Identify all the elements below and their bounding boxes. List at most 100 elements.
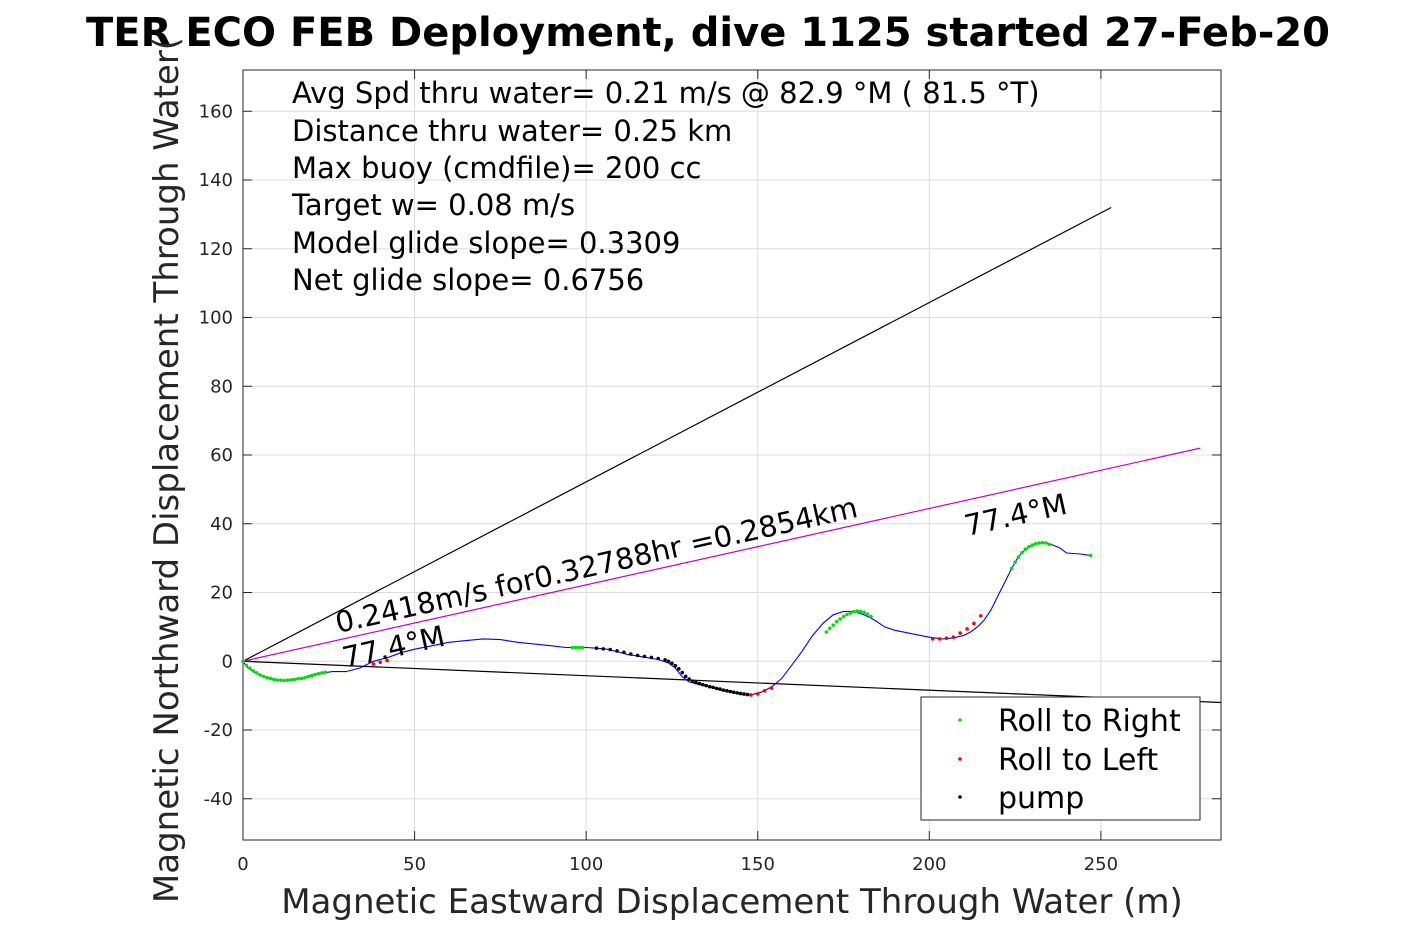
y-tick-label: 40 <box>210 514 233 535</box>
roll-left-marker <box>965 627 969 631</box>
pump-marker <box>601 647 606 651</box>
pump-marker <box>656 656 661 661</box>
pump-marker <box>680 670 685 675</box>
roll-right-marker <box>824 630 829 634</box>
roll-left-marker <box>972 621 976 626</box>
roll-right-marker <box>299 676 304 681</box>
roll-right-marker <box>272 677 276 682</box>
roll-right-marker <box>828 626 832 631</box>
pump-marker <box>742 692 746 696</box>
roll-right-marker <box>862 610 866 615</box>
y-tick-label: 80 <box>210 376 233 397</box>
y-tick-label: 20 <box>210 583 233 604</box>
pump-marker <box>697 681 702 686</box>
pump-marker <box>635 653 640 658</box>
roll-right-marker <box>831 623 836 627</box>
roll-right-marker <box>1023 547 1028 551</box>
pump-marker <box>725 689 729 693</box>
roll-right-marker <box>241 659 245 664</box>
pump-marker <box>745 692 750 697</box>
lines-layer <box>242 206 1222 704</box>
legend-marker-roll-right <box>958 718 962 722</box>
y-tick-label: -20 <box>204 720 233 741</box>
roll-right-marker <box>289 678 293 682</box>
roll-right-marker <box>251 669 256 673</box>
x-tick-label: 150 <box>741 854 775 875</box>
roll-right-marker <box>285 678 290 682</box>
roll-right-marker <box>1016 555 1021 559</box>
roll-right-marker <box>1037 541 1041 545</box>
legend-box <box>920 696 1201 821</box>
roll-right-marker <box>574 645 578 650</box>
pump-marker <box>707 684 712 689</box>
net-track-line <box>242 447 1201 662</box>
roll-right-marker <box>845 612 849 617</box>
x-axis-label: Magnetic Eastward Displacement Through W… <box>281 882 1183 922</box>
roll-right-marker <box>261 674 266 679</box>
roll-right-marker <box>254 671 259 675</box>
roll-right-marker <box>865 612 870 616</box>
pump-marker <box>622 650 626 655</box>
y-tick-label: 60 <box>210 445 233 466</box>
x-tick-label: 100 <box>569 854 603 875</box>
roll-left-marker <box>978 614 983 618</box>
roll-right-marker <box>570 645 575 650</box>
roll-right-marker <box>268 676 273 681</box>
pump-marker <box>594 646 599 650</box>
legend-label-pump: pump <box>998 781 1084 816</box>
pump-marker <box>628 652 633 656</box>
info-avg-speed: Avg Spd thru water= 0.21 m/s @ 82.9 °M (… <box>292 76 1040 110</box>
info-target-w: Target w= 0.08 m/s <box>291 188 575 222</box>
roll-right-marker <box>248 666 252 670</box>
y-tick-label: 100 <box>199 308 233 329</box>
pump-marker <box>673 663 678 668</box>
roll-right-marker <box>580 645 585 650</box>
roll-right-marker <box>1040 540 1045 545</box>
roll-right-marker <box>320 671 324 675</box>
x-tick-label: 0 <box>237 854 248 875</box>
grid-layer <box>242 70 1221 840</box>
y-tick-label: 0 <box>222 651 233 672</box>
roll-right-marker <box>869 614 873 619</box>
legend-label-roll-right: Roll to Right <box>998 704 1181 739</box>
pump-marker <box>714 686 719 691</box>
y-tick-label: 140 <box>199 170 233 191</box>
info-block: Avg Spd thru water= 0.21 m/s @ 82.9 °M (… <box>291 76 1040 297</box>
roll-left-marker <box>749 693 753 697</box>
roll-right-marker <box>275 678 280 682</box>
roll-right-marker <box>292 677 297 682</box>
pump-marker <box>677 667 681 671</box>
roll-left-marker <box>937 637 942 641</box>
pump-marker <box>718 687 722 691</box>
pump-marker <box>608 647 612 652</box>
pump-marker <box>683 674 688 679</box>
roll-right-marker <box>1047 542 1052 547</box>
roll-left-marker <box>944 636 949 641</box>
pump-marker <box>663 658 667 662</box>
roll-left-marker <box>769 686 774 690</box>
pump-marker <box>728 689 733 694</box>
x-tick-label: 250 <box>1084 854 1118 875</box>
ticks-layer: 0 50 100 150 200 250 -40 -20 0 20 40 60 80 100 120 140 1… <box>199 70 1221 875</box>
roll-right-marker <box>858 609 863 614</box>
heading-end-annotation: 77.4°M <box>961 487 1070 543</box>
roll-right-marker <box>309 673 314 678</box>
pump-marker <box>642 654 647 659</box>
pump-marker <box>694 680 698 685</box>
roll-left-marker <box>378 660 383 665</box>
roll-left-marker <box>930 637 935 641</box>
markers-layer <box>241 540 1093 697</box>
pump-marker <box>615 649 619 653</box>
pump-marker <box>670 661 674 666</box>
pump-marker <box>666 659 671 664</box>
roll-right-marker <box>323 670 328 675</box>
roll-right-marker <box>316 671 321 676</box>
roll-right-marker <box>306 674 311 679</box>
chart-title: TER ECO FEB Deployment, dive 1125 starte… <box>86 10 1330 56</box>
roll-right-marker <box>834 619 839 624</box>
y-axis-label: Magnetic Northward Displacement Through … <box>147 37 187 903</box>
roll-right-marker <box>1020 550 1024 555</box>
x-tick-label: 50 <box>403 854 426 875</box>
roll-right-marker <box>852 609 856 614</box>
legend: Roll to Right Roll to Left pump <box>920 696 1201 821</box>
